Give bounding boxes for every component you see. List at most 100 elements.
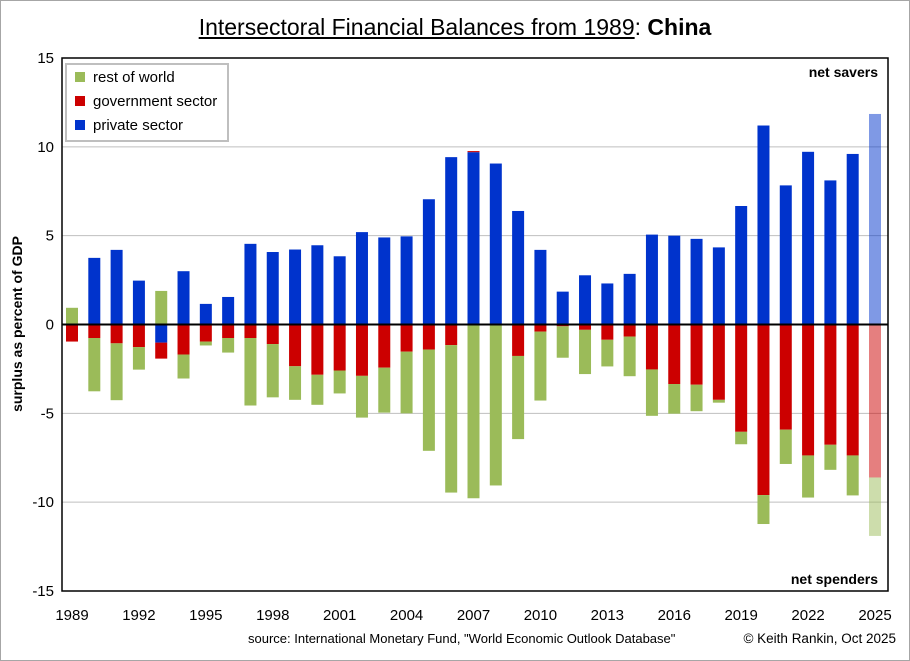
title-separator: : <box>634 14 648 40</box>
bar-rest-of-world-1995 <box>199 341 212 346</box>
y-tick-label: 0 <box>46 317 54 334</box>
bar-rest-of-world-2019 <box>735 431 748 445</box>
bar-rest-of-world-2024 <box>846 455 859 496</box>
bar-private-sector-2024 <box>846 153 859 325</box>
bar-private-sector-2002 <box>355 232 368 325</box>
bar-government-sector-1996 <box>222 324 235 339</box>
bar-private-sector-2004 <box>400 236 413 325</box>
y-tick-label: 5 <box>46 228 54 245</box>
y-tick-label: -10 <box>32 494 54 511</box>
bar-rest-of-world-1998 <box>266 344 279 398</box>
bar-government-sector-2002 <box>355 324 368 376</box>
bar-rest-of-world-2017 <box>690 384 703 412</box>
bar-government-sector-1989 <box>66 324 78 342</box>
bar-rest-of-world-2014 <box>623 336 636 377</box>
bar-government-sector-2014 <box>623 324 636 337</box>
bar-private-sector-2018 <box>712 247 725 325</box>
bar-rest-of-world-1997 <box>244 338 257 406</box>
annotation-net-spenders: net spenders <box>791 571 878 587</box>
bar-government-sector-1997 <box>244 324 257 339</box>
x-tick-label: 2025 <box>858 607 891 624</box>
bar-government-sector-2004 <box>400 324 413 352</box>
plot-area-border <box>61 57 889 592</box>
bar-private-sector-2022 <box>802 151 815 325</box>
bar-rest-of-world-2007 <box>467 324 480 499</box>
bar-government-sector-1992 <box>132 324 145 348</box>
bar-government-sector-2024 <box>846 324 859 456</box>
legend-label: government sector <box>93 92 218 110</box>
y-tick-label: -15 <box>32 583 54 600</box>
bar-rest-of-world-2012 <box>579 329 592 375</box>
bar-government-sector-2007 <box>467 151 480 153</box>
bar-government-sector-2018 <box>712 324 725 400</box>
bar-private-sector-1997 <box>244 243 257 325</box>
bar-rest-of-world-2003 <box>378 367 391 413</box>
bar-private-sector-2012 <box>579 275 592 325</box>
title-main: Intersectoral Financial Balances from 19… <box>198 14 635 40</box>
bar-government-sector-2001 <box>333 324 346 371</box>
title-country: China <box>647 14 712 40</box>
bar-rest-of-world-2009 <box>512 355 525 440</box>
bar-private-sector-1999 <box>289 249 302 325</box>
x-tick-label: 1992 <box>122 607 155 624</box>
bar-private-sector-2001 <box>333 256 346 325</box>
bar-government-sector-1991 <box>110 324 123 344</box>
bar-government-sector-2009 <box>512 324 525 356</box>
bar-rest-of-world-2004 <box>400 351 413 414</box>
bar-rest-of-world-1989 <box>66 307 78 325</box>
x-tick-label: 1989 <box>55 607 88 624</box>
bar-rest-of-world-2025 <box>869 477 881 536</box>
bar-rest-of-world-2020 <box>757 495 770 525</box>
y-axis-label: surplus as percent of GDP <box>9 236 25 412</box>
bar-rest-of-world-1993 <box>155 290 168 325</box>
bar-rest-of-world-2001 <box>333 370 346 394</box>
bar-private-sector-2017 <box>690 238 703 325</box>
bar-private-sector-2008 <box>489 163 502 325</box>
bar-private-sector-2007 <box>467 152 480 325</box>
bar-government-sector-1994 <box>177 324 190 355</box>
bar-private-sector-1990 <box>88 257 101 325</box>
bar-rest-of-world-1996 <box>222 338 235 353</box>
bar-private-sector-1995 <box>199 303 212 325</box>
bar-private-sector-1994 <box>177 271 190 325</box>
x-tick-label: 2004 <box>390 607 423 624</box>
x-tick-label: 2022 <box>791 607 824 624</box>
bar-private-sector-2015 <box>645 234 658 325</box>
bar-rest-of-world-2005 <box>422 349 435 451</box>
bar-government-sector-2006 <box>445 324 458 346</box>
bar-private-sector-1993 <box>155 324 168 343</box>
bar-rest-of-world-2000 <box>311 374 324 405</box>
bar-private-sector-2020 <box>757 125 770 325</box>
x-tick-label: 2019 <box>724 607 757 624</box>
annotation-net-savers: net savers <box>809 64 878 80</box>
bar-rest-of-world-2016 <box>668 384 681 414</box>
y-tick-label: 15 <box>37 50 54 67</box>
legend-item-private: private sector <box>67 113 227 137</box>
legend-item-rest-of-world: rest of world <box>67 65 227 89</box>
x-tick-label: 2016 <box>658 607 691 624</box>
bar-private-sector-1992 <box>132 280 145 325</box>
bar-private-sector-2010 <box>534 249 547 325</box>
bar-government-sector-1998 <box>266 324 279 345</box>
bar-private-sector-1998 <box>266 252 279 325</box>
bar-private-sector-2000 <box>311 245 324 325</box>
bar-private-sector-1996 <box>222 296 235 325</box>
bar-private-sector-2003 <box>378 237 391 325</box>
x-tick-labels: 1989 1992 1995 1998 2001 2004 2007 2010 2013 2016… <box>55 607 891 624</box>
bar-private-sector-2019 <box>735 205 748 325</box>
x-tick-label: 2010 <box>524 607 557 624</box>
bar-private-sector-2009 <box>512 210 525 325</box>
bar-government-sector-1990 <box>88 324 101 339</box>
y-tick-labels: 15 10 5 0 -5 -10 -15 <box>32 50 54 600</box>
bar-government-sector-2015 <box>645 324 658 370</box>
bar-rest-of-world-1999 <box>289 366 302 400</box>
chart-title: Intersectoral Financial Balances from 19… <box>0 14 910 41</box>
bar-private-sector-2025 <box>869 113 881 325</box>
bar-government-sector-1993 <box>155 342 168 359</box>
bar-rest-of-world-1994 <box>177 354 190 379</box>
bar-government-sector-1999 <box>289 324 302 367</box>
bar-government-sector-2005 <box>422 324 435 350</box>
bar-government-sector-2025 <box>869 324 881 478</box>
bar-government-sector-2016 <box>668 324 681 385</box>
